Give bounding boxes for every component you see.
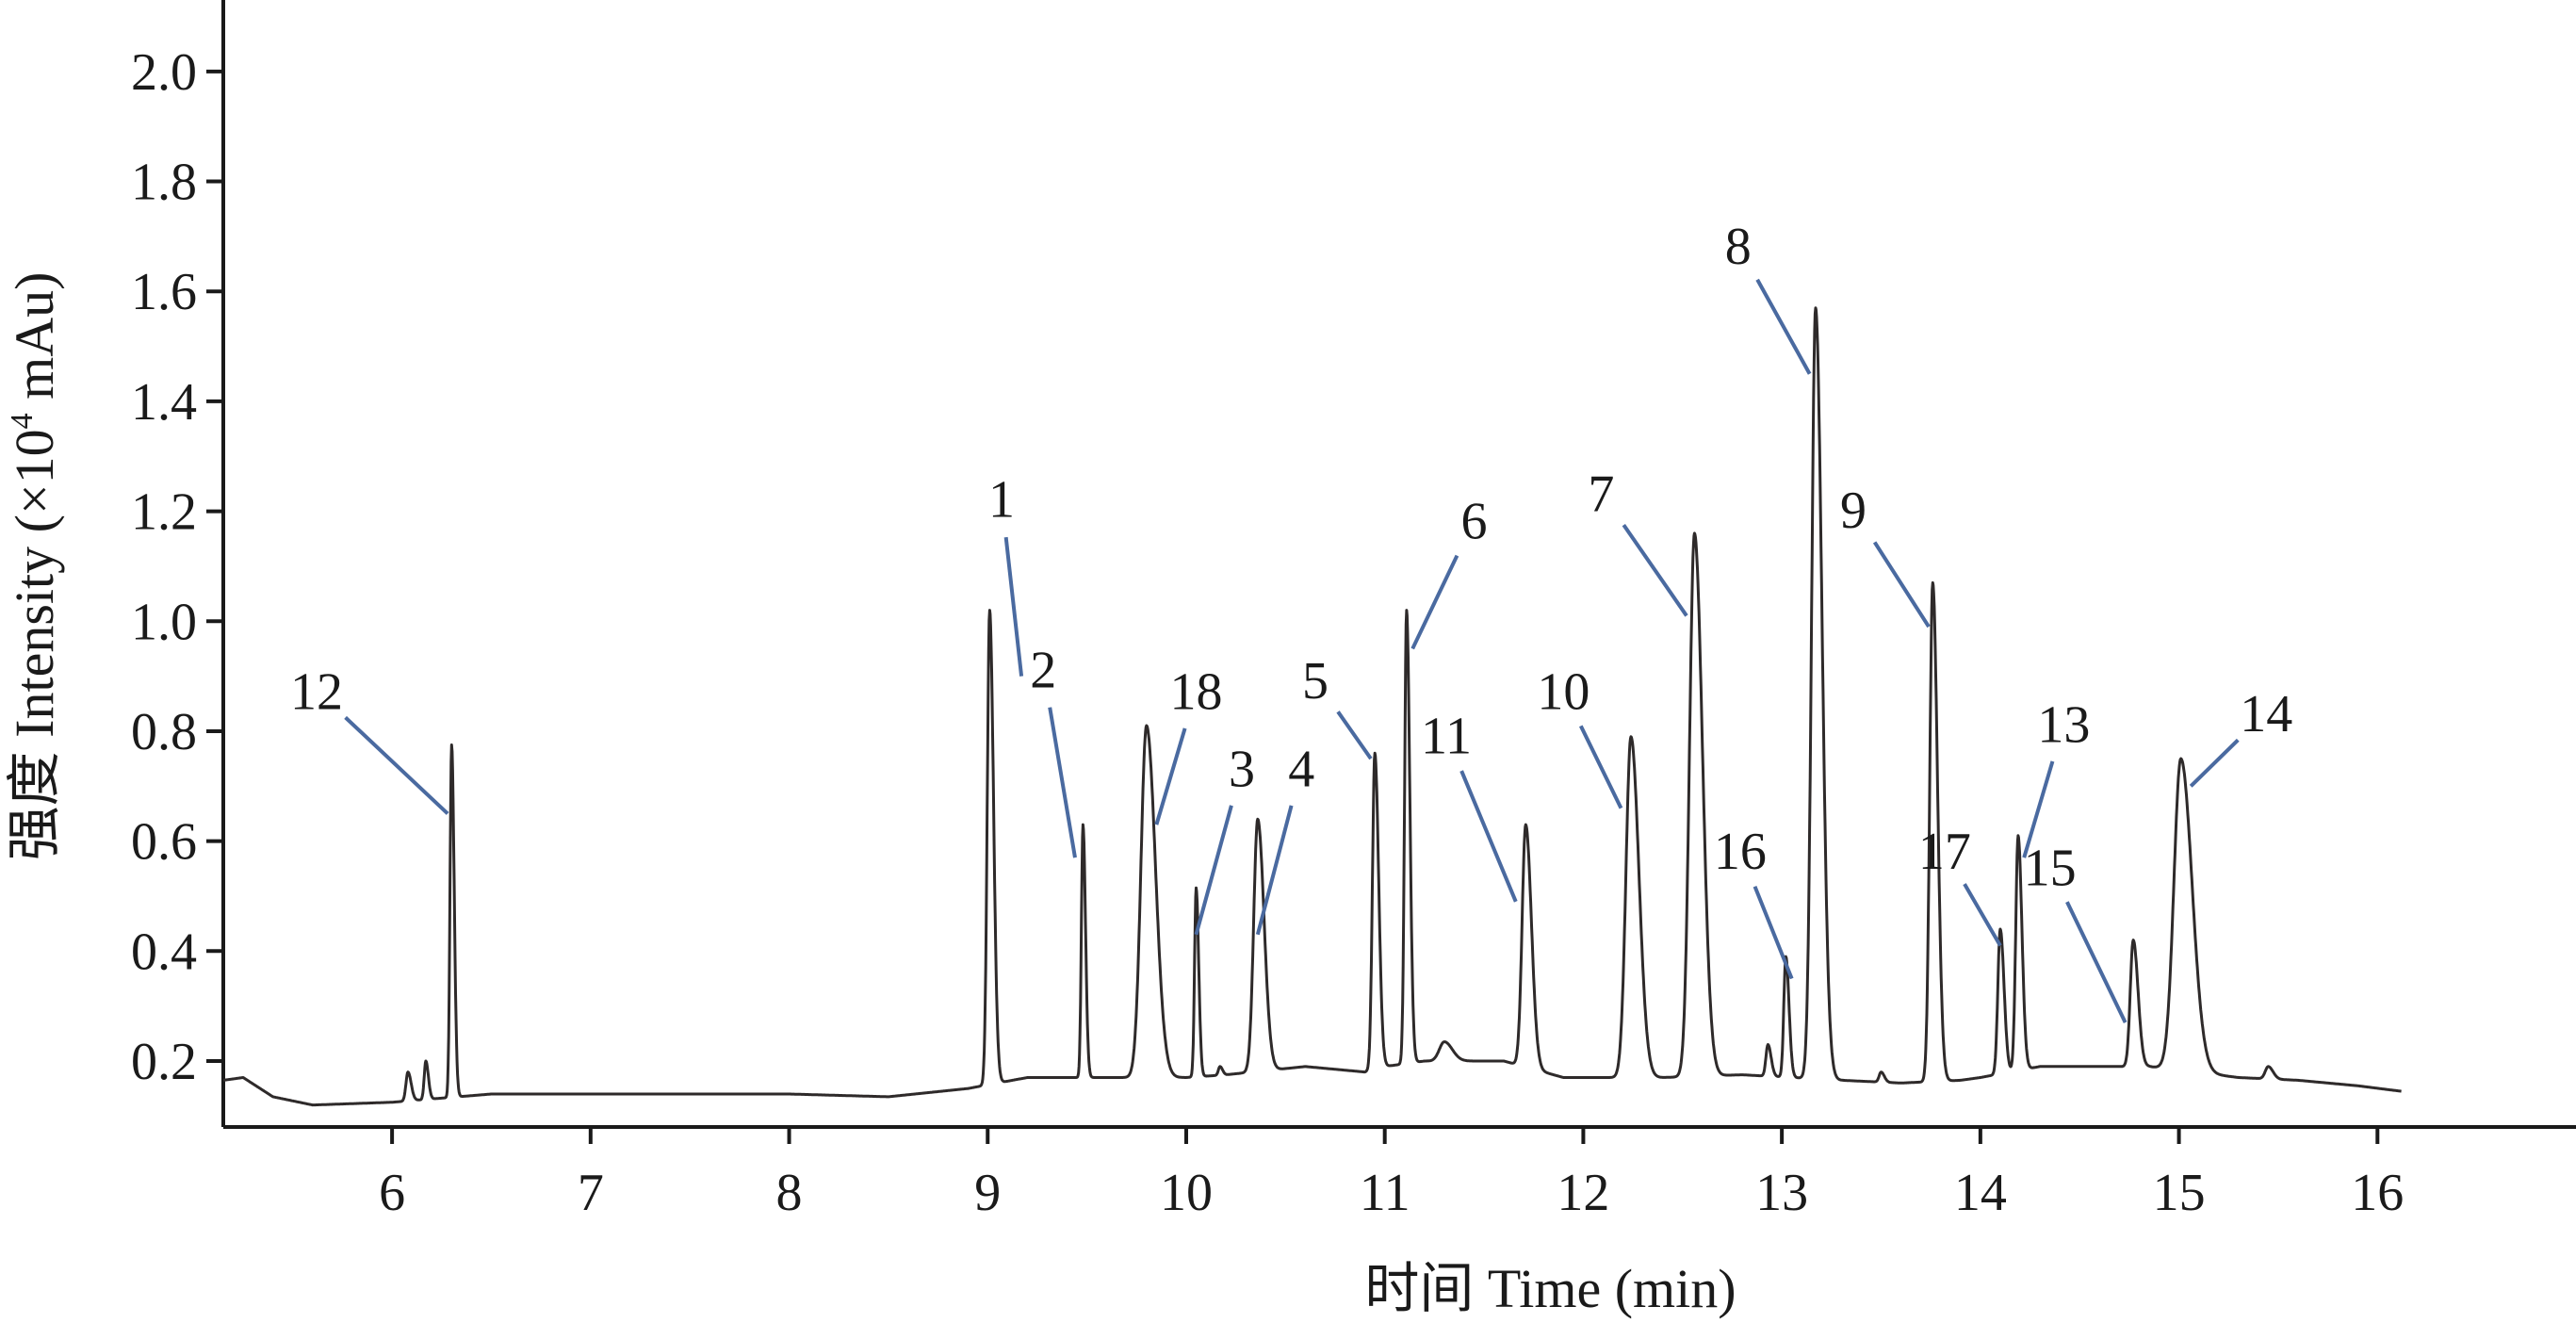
peak-label-10: 10 xyxy=(1537,663,1590,722)
peak-label-13: 13 xyxy=(2037,696,2090,755)
x-tick-label: 11 xyxy=(1360,1164,1410,1222)
peak-label-18: 18 xyxy=(1170,663,1223,722)
peak-leader-16 xyxy=(1753,886,1794,980)
peak-label-12: 12 xyxy=(290,663,343,722)
peak-leader-14 xyxy=(2189,738,2240,788)
peak-leader-17 xyxy=(1963,883,2002,947)
x-ticks: 6 7 8 9 10 11 12 13 14 15 16 xyxy=(379,1127,2404,1222)
peak-leader-10 xyxy=(1578,725,1623,809)
y-tick-label: 0.8 xyxy=(131,703,197,761)
y-tick-label: 2.0 xyxy=(131,43,197,102)
x-tick-label: 7 xyxy=(578,1164,604,1222)
peak-label-6: 6 xyxy=(1461,493,1488,551)
axes xyxy=(221,0,2576,1129)
x-axis-title: 时间 Time (min) xyxy=(1364,1258,1736,1319)
y-tick-label: 1.4 xyxy=(131,373,197,432)
y-ticks: 0.2 0.4 0.6 0.8 1.0 1.2 1.4 1.6 1.8 2.0 xyxy=(131,43,223,1091)
peak-label-1: 1 xyxy=(988,470,1015,529)
y-tick-label: 0.2 xyxy=(131,1033,197,1091)
peak-label-14: 14 xyxy=(2240,685,2292,743)
x-tick-label: 6 xyxy=(379,1164,405,1222)
y-tick-label: 1.8 xyxy=(131,154,197,212)
peak-label-5: 5 xyxy=(1302,652,1329,710)
x-tick-label: 10 xyxy=(1160,1164,1213,1222)
peak-label-2: 2 xyxy=(1030,641,1056,699)
peak-label-7: 7 xyxy=(1588,466,1614,524)
y-tick-label: 0.6 xyxy=(131,813,197,872)
peak-label-3: 3 xyxy=(1229,740,1255,798)
peak-leader-15 xyxy=(2065,901,2128,1024)
y-tick-label: 1.0 xyxy=(131,593,197,651)
peak-label-8: 8 xyxy=(1725,218,1752,276)
peak-leader-4 xyxy=(1255,805,1294,936)
x-tick-label: 12 xyxy=(1557,1164,1609,1222)
y-axis-title-main: 强度 Intensity (×10 xyxy=(4,429,65,860)
y-tick-label: 1.6 xyxy=(131,263,197,321)
peak-leader-8 xyxy=(1755,278,1812,375)
peak-label-16: 16 xyxy=(1714,823,1767,881)
peak-leader-3 xyxy=(1194,805,1233,936)
y-axis-title-sup: 4 xyxy=(5,413,40,429)
peak-leader-9 xyxy=(1872,541,1931,629)
peak-label-11: 11 xyxy=(1421,707,1472,765)
peak-leader-1 xyxy=(1003,536,1024,677)
peak-leader-7 xyxy=(1622,523,1688,617)
x-tick-label: 15 xyxy=(2153,1164,2206,1222)
y-tick-label: 0.4 xyxy=(131,923,197,981)
peak-leader-12 xyxy=(344,715,449,815)
x-tick-label: 14 xyxy=(1954,1164,2007,1222)
peak-label-4: 4 xyxy=(1288,740,1314,798)
peak-leader-6 xyxy=(1410,554,1459,650)
chromatogram-trace xyxy=(222,306,2403,1107)
peak-leader-13 xyxy=(2022,760,2055,858)
x-tick-label: 16 xyxy=(2351,1164,2404,1222)
peak-leader-11 xyxy=(1459,770,1518,903)
y-tick-label: 1.2 xyxy=(131,483,197,542)
peak-leader-2 xyxy=(1048,707,1077,858)
x-tick-label: 9 xyxy=(974,1164,1001,1222)
peak-label-9: 9 xyxy=(1840,482,1867,540)
peak-leader-18 xyxy=(1154,727,1187,825)
peak-leader-5 xyxy=(1336,710,1373,760)
y-axis-title-tail: mAu) xyxy=(4,272,65,414)
x-tick-label: 8 xyxy=(776,1164,803,1222)
x-tick-label: 13 xyxy=(1755,1164,1808,1222)
peak-label-17: 17 xyxy=(1918,823,1971,881)
peak-label-15: 15 xyxy=(2024,839,2077,897)
y-axis-title: 强度 Intensity (×104 mAu) xyxy=(4,272,65,861)
